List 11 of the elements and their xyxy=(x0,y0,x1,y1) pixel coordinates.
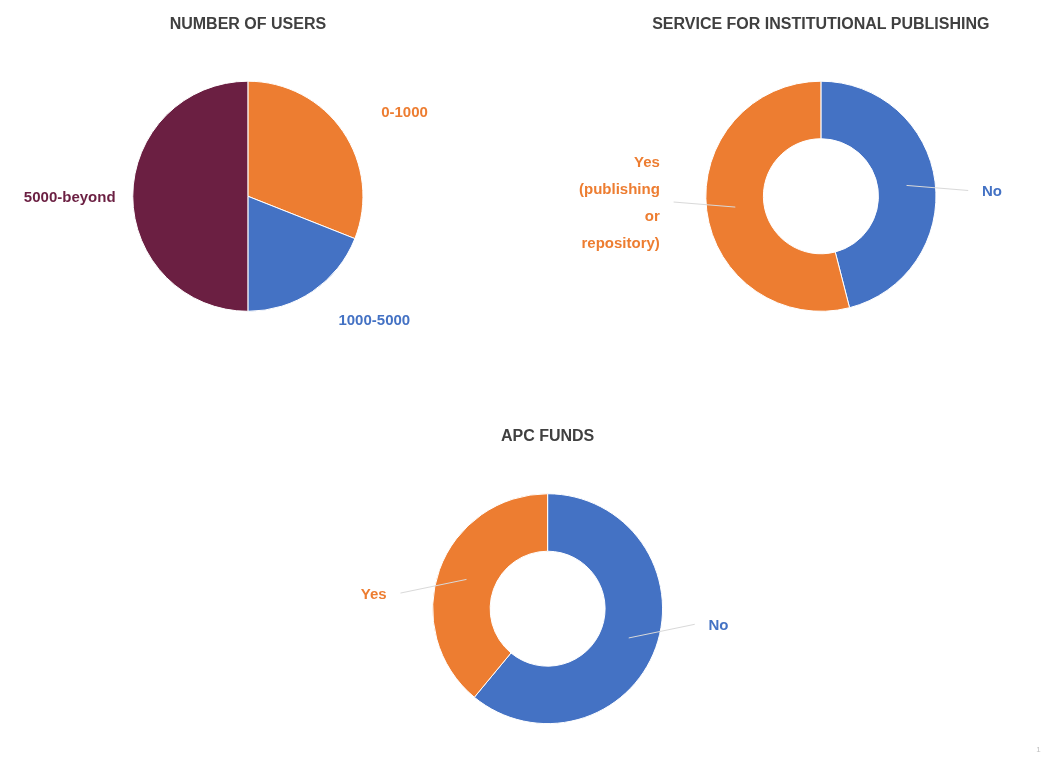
slice-label: No xyxy=(708,615,729,633)
slice-label: 5000-beyond xyxy=(23,187,116,205)
slice-label: Yes (publishing or repository) xyxy=(579,152,660,252)
text: 1 xyxy=(1036,744,1042,754)
slice-label: 0-1000 xyxy=(381,103,428,121)
chart-title: SERVICE FOR INSTITUTIONAL PUBLISHING xyxy=(652,15,990,33)
chart-title: NUMBER OF USERS xyxy=(169,15,327,33)
chart-title: APC FUNDS xyxy=(500,427,595,445)
slice-label: 1000-5000 xyxy=(338,311,411,329)
slice-label: No xyxy=(982,181,1003,199)
slice-label: Yes xyxy=(360,584,387,602)
